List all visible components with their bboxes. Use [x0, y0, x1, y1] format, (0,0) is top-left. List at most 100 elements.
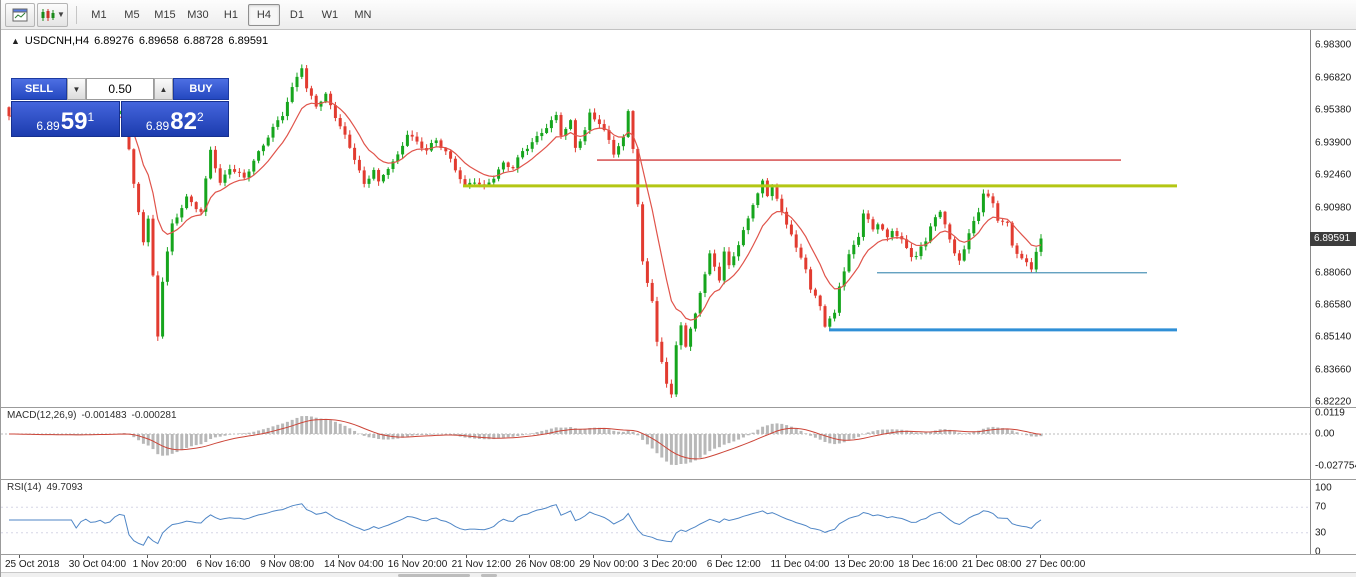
rsi-axis-label: 100 [1315, 482, 1332, 494]
scrollbar-thumb[interactable] [398, 574, 470, 577]
ohlc-high: 6.89658 [138, 35, 179, 47]
candlestick-style-icon [41, 8, 55, 21]
macd-chart [1, 416, 1310, 465]
chart-window-icon [12, 8, 28, 21]
volume-decrease-button[interactable]: ▼ [67, 78, 86, 100]
time-axis-tick [210, 555, 212, 558]
one-click-toggle-icon[interactable]: ▲ [11, 36, 20, 46]
chevron-down-icon: ▼ [57, 10, 65, 19]
window-bottom-strip [1, 572, 1356, 577]
time-axis-label: 30 Oct 04:00 [68, 559, 127, 570]
time-axis-label: 3 Dec 20:00 [643, 559, 697, 570]
sell-button[interactable]: SELL [11, 78, 67, 100]
macd-pane[interactable]: MACD(12,26,9) -0.001483 -0.000281 0.0119 0.… [1, 407, 1356, 479]
time-axis-label: 11 Dec 04:00 [770, 559, 830, 570]
sell-price[interactable]: 6.89 59 1 [11, 101, 120, 137]
buy-price-bigfigure: 6.89 [145, 119, 170, 133]
timeframe-button-m15[interactable]: M15 [154, 8, 176, 21]
time-axis-label: 27 Dec 00:00 [1025, 559, 1086, 570]
trend-lines[interactable] [463, 159, 1177, 332]
rsi-chart [1, 503, 1310, 546]
price-chart-pane[interactable]: ▲ USDCNH,H4 6.89276 6.89658 6.88728 6.89591 S… [1, 30, 1356, 408]
ohlc-open: 6.89276 [94, 35, 134, 47]
macd-axis-label: 0.00 [1315, 428, 1335, 440]
price-axis-label: 6.90980 [1315, 202, 1352, 214]
price-axis-label: 6.86580 [1315, 299, 1352, 311]
timeframe-button-mn[interactable]: MN [354, 8, 372, 21]
time-axis-label: 9 Nov 08:00 [260, 559, 315, 570]
time-axis-label: 14 Nov 04:00 [324, 559, 384, 570]
rsi-axis-label: 70 [1315, 501, 1327, 513]
scrollbar-segment[interactable] [481, 574, 497, 577]
time-axis-label: 26 Nov 08:00 [515, 559, 575, 570]
time-axis-tick [401, 555, 403, 558]
timeframe-button-w1[interactable]: W1 [321, 8, 339, 21]
price-axis-label: 6.85140 [1315, 331, 1352, 343]
timeframe-button-h4[interactable]: H4 [247, 3, 280, 26]
macd-axis: 0.0119 0.00 -0.027754 [1310, 408, 1356, 479]
price-axis-label: 6.98300 [1315, 39, 1352, 51]
buy-price-point: 2 [196, 110, 204, 124]
time-axis-tick [146, 555, 148, 558]
ohlc-close: 6.89591 [228, 35, 269, 47]
volume-input[interactable]: 0.50 [86, 78, 154, 100]
timeframe-button-m5[interactable]: M5 [124, 8, 140, 21]
time-axis-tick [593, 555, 595, 558]
sell-price-point: 1 [87, 110, 95, 124]
timeframe-button-m1[interactable]: M1 [91, 8, 107, 21]
price-axis-label: 6.83660 [1315, 364, 1352, 376]
time-axis-label: 6 Nov 16:00 [196, 559, 251, 570]
sell-price-bigfigure: 6.89 [36, 119, 60, 133]
chart-window-button[interactable] [5, 2, 35, 27]
one-click-trading-panel: SELL ▼ 0.50 ▲ BUY 6.89 59 1 6.89 82 2 [11, 78, 229, 137]
time-axis-tick [848, 555, 850, 558]
timeframe-button-d1[interactable]: D1 [289, 8, 304, 21]
macd-label: MACD(12,26,9) [7, 410, 77, 421]
rsi-pane[interactable]: RSI(14) 49.7093 100 70 30 0 [1, 479, 1356, 558]
symbol-label: USDCNH,H4 [24, 35, 90, 47]
time-axis[interactable]: 25 Oct 2018 30 Oct 04:00 1 Nov 20:00 6 Nov … [1, 554, 1356, 572]
macd-histogram [12, 416, 1043, 465]
buy-button[interactable]: BUY [173, 78, 229, 100]
buy-price-pips: 82 [170, 108, 197, 135]
rsi-value: 49.7093 [46, 482, 83, 493]
ohlc-low: 6.88728 [183, 35, 224, 47]
rsi-header: RSI(14) 49.7093 [7, 482, 88, 493]
time-axis-label: 6 Dec 12:00 [706, 559, 761, 570]
time-axis-tick [338, 555, 339, 558]
time-axis-tick [465, 555, 467, 558]
rsi-line [9, 503, 1042, 546]
time-axis-tick [784, 555, 786, 558]
time-axis-label: 21 Nov 12:00 [451, 559, 512, 570]
price-axis-label: 6.95380 [1315, 104, 1352, 116]
candlestick-chart[interactable] [1, 30, 1310, 407]
time-axis-label: 21 Dec 08:00 [962, 559, 1022, 570]
time-axis-tick [1039, 555, 1041, 558]
rsi-axis-label: 30 [1315, 527, 1327, 539]
time-axis-tick [19, 555, 20, 558]
price-axis-label: 6.96820 [1315, 72, 1352, 84]
volume-increase-button[interactable]: ▲ [154, 78, 173, 100]
timeframe-button-h1[interactable]: H1 [223, 8, 238, 21]
buy-price[interactable]: 6.89 82 2 [120, 101, 229, 137]
ma-line [8, 101, 1042, 321]
chart-style-button[interactable]: ▼ [37, 2, 68, 27]
time-axis-tick [274, 555, 276, 558]
macd-header: MACD(12,26,9) -0.001483 -0.000281 [7, 410, 182, 421]
macd-axis-label: 0.0119 [1315, 407, 1345, 419]
time-axis-tick [912, 555, 914, 558]
time-axis-label: 13 Dec 20:00 [834, 559, 894, 570]
price-axis[interactable]: 6.98300 6.96820 6.95380 6.93900 6.92460 6.909… [1310, 30, 1356, 408]
rsi-axis: 100 70 30 0 [1310, 480, 1356, 558]
price-axis-label: 6.92460 [1315, 169, 1352, 181]
timeframe-button-m30[interactable]: M30 [187, 8, 209, 21]
time-axis-label: 18 Dec 16:00 [898, 559, 958, 570]
current-price-badge: 6.89591 [1310, 231, 1356, 246]
time-axis-label: 29 Nov 00:00 [579, 559, 639, 570]
sell-price-pips: 59 [60, 108, 88, 135]
time-axis-tick [82, 555, 84, 558]
timeframe-group: M1 M5 M15 M30 H1 H4 D1 W1 MN [83, 3, 380, 26]
macd-signal-value: -0.000281 [131, 410, 177, 421]
price-axis-label: 6.82220 [1315, 396, 1352, 408]
